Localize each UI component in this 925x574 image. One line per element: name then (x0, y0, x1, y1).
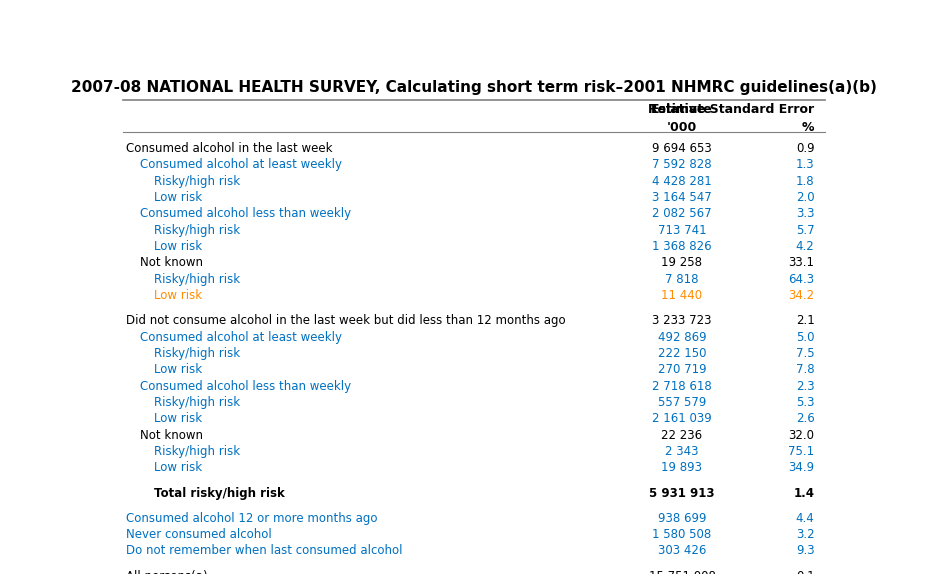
Text: Low risk: Low risk (154, 289, 202, 302)
Text: 1.8: 1.8 (796, 174, 815, 188)
Text: 7.5: 7.5 (796, 347, 815, 360)
Text: 2.6: 2.6 (796, 412, 815, 425)
Text: Low risk: Low risk (154, 412, 202, 425)
Text: 3.2: 3.2 (796, 528, 815, 541)
Text: Low risk: Low risk (154, 363, 202, 376)
Text: Risky/high risk: Risky/high risk (154, 273, 240, 286)
Text: 7 592 828: 7 592 828 (652, 158, 711, 171)
Text: Consumed alcohol 12 or more months ago: Consumed alcohol 12 or more months ago (127, 512, 378, 525)
Text: 3 164 547: 3 164 547 (652, 191, 712, 204)
Text: 3.3: 3.3 (796, 207, 815, 220)
Text: 0.1: 0.1 (796, 569, 815, 574)
Text: Low risk: Low risk (154, 191, 202, 204)
Text: 222 150: 222 150 (658, 347, 706, 360)
Text: Not known: Not known (140, 429, 203, 441)
Text: 2 082 567: 2 082 567 (652, 207, 711, 220)
Text: Did not consume alcohol in the last week but did less than 12 months ago: Did not consume alcohol in the last week… (127, 314, 566, 327)
Text: 2 343: 2 343 (665, 445, 698, 458)
Text: Consumed alcohol in the last week: Consumed alcohol in the last week (127, 142, 333, 155)
Text: 1 580 508: 1 580 508 (652, 528, 711, 541)
Text: Risky/high risk: Risky/high risk (154, 224, 240, 236)
Text: Consumed alcohol less than weekly: Consumed alcohol less than weekly (140, 207, 352, 220)
Text: 33.1: 33.1 (789, 256, 815, 269)
Text: 9 694 653: 9 694 653 (652, 142, 712, 155)
Text: 557 579: 557 579 (658, 396, 706, 409)
Text: All persons(a): All persons(a) (127, 569, 208, 574)
Text: 7 818: 7 818 (665, 273, 698, 286)
Text: Risky/high risk: Risky/high risk (154, 445, 240, 458)
Text: Estimate
'000: Estimate '000 (651, 103, 713, 134)
Text: 1.3: 1.3 (796, 158, 815, 171)
Text: Do not remember when last consumed alcohol: Do not remember when last consumed alcoh… (127, 545, 403, 557)
Text: Consumed alcohol less than weekly: Consumed alcohol less than weekly (140, 379, 352, 393)
Text: 492 869: 492 869 (658, 331, 707, 343)
Text: Low risk: Low risk (154, 240, 202, 253)
Text: 19 258: 19 258 (661, 256, 702, 269)
Text: 3 233 723: 3 233 723 (652, 314, 711, 327)
Text: 34.9: 34.9 (788, 461, 815, 474)
Text: 4 428 281: 4 428 281 (652, 174, 712, 188)
Text: 938 699: 938 699 (658, 512, 706, 525)
Text: 5.7: 5.7 (796, 224, 815, 236)
Text: 2 718 618: 2 718 618 (652, 379, 712, 393)
Text: 34.2: 34.2 (788, 289, 815, 302)
Text: 22 236: 22 236 (661, 429, 702, 441)
Text: 303 426: 303 426 (658, 545, 706, 557)
Text: 4.4: 4.4 (796, 512, 815, 525)
Text: 2 161 039: 2 161 039 (652, 412, 712, 425)
Text: 1.4: 1.4 (794, 487, 815, 499)
Text: 32.0: 32.0 (789, 429, 815, 441)
Text: Total risky/high risk: Total risky/high risk (154, 487, 284, 499)
Text: Low risk: Low risk (154, 461, 202, 474)
Text: 2007-08 NATIONAL HEALTH SURVEY, Calculating short term risk–2001 NHMRC guideline: 2007-08 NATIONAL HEALTH SURVEY, Calculat… (71, 80, 877, 95)
Text: Risky/high risk: Risky/high risk (154, 174, 240, 188)
Text: Risky/high risk: Risky/high risk (154, 347, 240, 360)
Text: 1 368 826: 1 368 826 (652, 240, 711, 253)
Text: 75.1: 75.1 (788, 445, 815, 458)
Text: 64.3: 64.3 (788, 273, 815, 286)
Text: 19 893: 19 893 (661, 461, 702, 474)
Text: 713 741: 713 741 (658, 224, 707, 236)
Text: Relative Standard Error
%: Relative Standard Error % (648, 103, 815, 134)
Text: 2.1: 2.1 (796, 314, 815, 327)
Text: Not known: Not known (140, 256, 203, 269)
Text: 270 719: 270 719 (658, 363, 707, 376)
Text: 2.0: 2.0 (796, 191, 815, 204)
Text: 2.3: 2.3 (796, 379, 815, 393)
Text: Risky/high risk: Risky/high risk (154, 396, 240, 409)
Text: Never consumed alcohol: Never consumed alcohol (127, 528, 272, 541)
Text: 5 931 913: 5 931 913 (649, 487, 715, 499)
Text: 5.3: 5.3 (796, 396, 815, 409)
Text: Consumed alcohol at least weekly: Consumed alcohol at least weekly (140, 158, 342, 171)
Text: 11 440: 11 440 (661, 289, 702, 302)
Text: Consumed alcohol at least weekly: Consumed alcohol at least weekly (140, 331, 342, 343)
Text: 15 751 008: 15 751 008 (648, 569, 715, 574)
Text: 4.2: 4.2 (796, 240, 815, 253)
Text: 9.3: 9.3 (796, 545, 815, 557)
Text: 7.8: 7.8 (796, 363, 815, 376)
Text: 5.0: 5.0 (796, 331, 815, 343)
Text: 0.9: 0.9 (796, 142, 815, 155)
